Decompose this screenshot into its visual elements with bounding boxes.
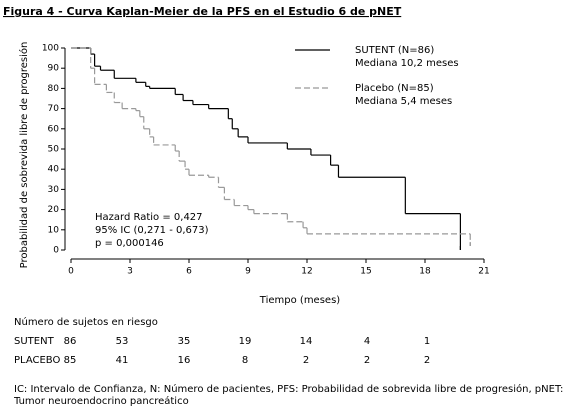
risk-value: 2 bbox=[424, 355, 430, 366]
y-tick-label: 70 bbox=[48, 104, 60, 114]
risk-table-title: Número de sujetos en riesgo bbox=[14, 316, 158, 328]
risk-value: 86 bbox=[64, 336, 77, 347]
x-axis-label: Tiempo (meses) bbox=[259, 295, 340, 306]
y-tick-label: 100 bbox=[42, 44, 59, 54]
y-tick-label: 20 bbox=[48, 205, 60, 215]
y-tick-label: 60 bbox=[48, 124, 60, 134]
y-tick-label: 80 bbox=[48, 84, 60, 94]
x-tick-label: 12 bbox=[301, 267, 312, 277]
risk-value: 14 bbox=[300, 336, 313, 347]
risk-value: 85 bbox=[64, 355, 77, 366]
y-tick-label: 90 bbox=[48, 64, 60, 74]
x-tick-label: 15 bbox=[360, 267, 371, 277]
annotation: p = 0,000146 bbox=[95, 238, 164, 249]
annotation: Hazard Ratio = 0,427 bbox=[95, 212, 203, 223]
risk-row-label: SUTENT bbox=[14, 336, 55, 347]
risk-value: 19 bbox=[239, 336, 252, 347]
footnote-box: IC: Intervalo de Confianza, N: Número de… bbox=[14, 384, 564, 407]
risk-value: 2 bbox=[364, 355, 370, 366]
legend-label: Placebo (N=85) bbox=[355, 83, 434, 94]
risk-value: 35 bbox=[178, 336, 191, 347]
legend-median: Mediana 5,4 meses bbox=[355, 96, 452, 107]
risk-value: 41 bbox=[116, 355, 129, 366]
risk-row-label: PLACEBO bbox=[14, 355, 60, 366]
x-tick-label: 3 bbox=[127, 267, 133, 277]
risk-value: 4 bbox=[364, 336, 370, 347]
legend-label: SUTENT (N=86) bbox=[355, 45, 434, 56]
y-tick-label: 50 bbox=[48, 145, 60, 155]
y-axis-label: Probabilidad de sobrevida libre de progr… bbox=[18, 42, 30, 269]
y-tick-label: 30 bbox=[48, 185, 60, 195]
chart-title: Figura 4 - Curva Kaplan-Meier de la PFS … bbox=[3, 5, 402, 18]
x-tick-label: 9 bbox=[245, 267, 251, 277]
x-tick-label: 21 bbox=[478, 267, 489, 277]
annotation: 95% IC (0,271 - 0,673) bbox=[95, 225, 209, 236]
risk-value: 8 bbox=[242, 355, 248, 366]
x-tick-label: 0 bbox=[68, 267, 74, 277]
risk-value: 2 bbox=[303, 355, 309, 366]
x-tick-label: 18 bbox=[419, 267, 431, 277]
y-tick-label: 10 bbox=[48, 225, 60, 235]
risk-value: 53 bbox=[116, 336, 129, 347]
y-tick-label: 40 bbox=[48, 165, 60, 175]
risk-value: 16 bbox=[178, 355, 191, 366]
footnote: IC: Intervalo de Confianza, N: Número de… bbox=[14, 384, 564, 407]
risk-value: 1 bbox=[424, 336, 430, 347]
x-tick-label: 6 bbox=[186, 267, 192, 277]
y-tick-label: 0 bbox=[53, 246, 59, 256]
legend-median: Mediana 10,2 meses bbox=[355, 58, 459, 69]
